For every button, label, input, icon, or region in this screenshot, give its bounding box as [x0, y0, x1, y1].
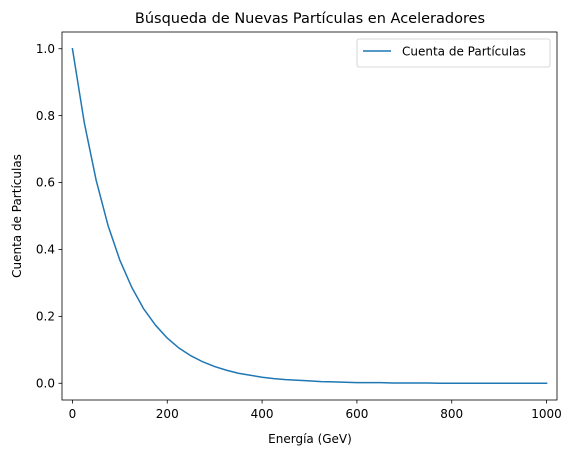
- legend-box: [356, 38, 551, 68]
- legend-label: Cuenta de Partículas: [402, 45, 526, 59]
- y-tick-label: 0.4: [36, 243, 55, 257]
- y-tick-label: 0.0: [36, 376, 55, 390]
- x-tick-label: 200: [156, 407, 179, 421]
- x-tick-label: 600: [345, 407, 368, 421]
- x-tick-label: 0: [69, 407, 77, 421]
- series-layer: [71, 47, 548, 385]
- series-line: [71, 47, 548, 385]
- plot-area: [62, 32, 557, 400]
- x-tick-label: 1000: [531, 407, 562, 421]
- plot-frame: [61, 31, 558, 401]
- x-axis-label: Energía (GeV): [268, 432, 352, 446]
- y-tick-label: 0.2: [36, 310, 55, 324]
- x-tick-label: 800: [440, 407, 463, 421]
- y-tick-label: 1.0: [36, 42, 55, 56]
- x-tick-label: 400: [251, 407, 274, 421]
- legend: Cuenta de Partículas: [356, 38, 551, 68]
- y-axis-label: Cuenta de Partículas: [10, 154, 24, 278]
- chart-title: Búsqueda de Nuevas Partículas en Acelera…: [135, 11, 485, 27]
- y-tick-label: 0.8: [36, 109, 55, 123]
- x-axis-ticks: 0 200 400 600 800 1000: [69, 400, 562, 421]
- y-axis-ticks: 0.0 0.2 0.4 0.6 0.8 1.0: [36, 42, 62, 390]
- y-tick-label: 0.6: [36, 176, 55, 190]
